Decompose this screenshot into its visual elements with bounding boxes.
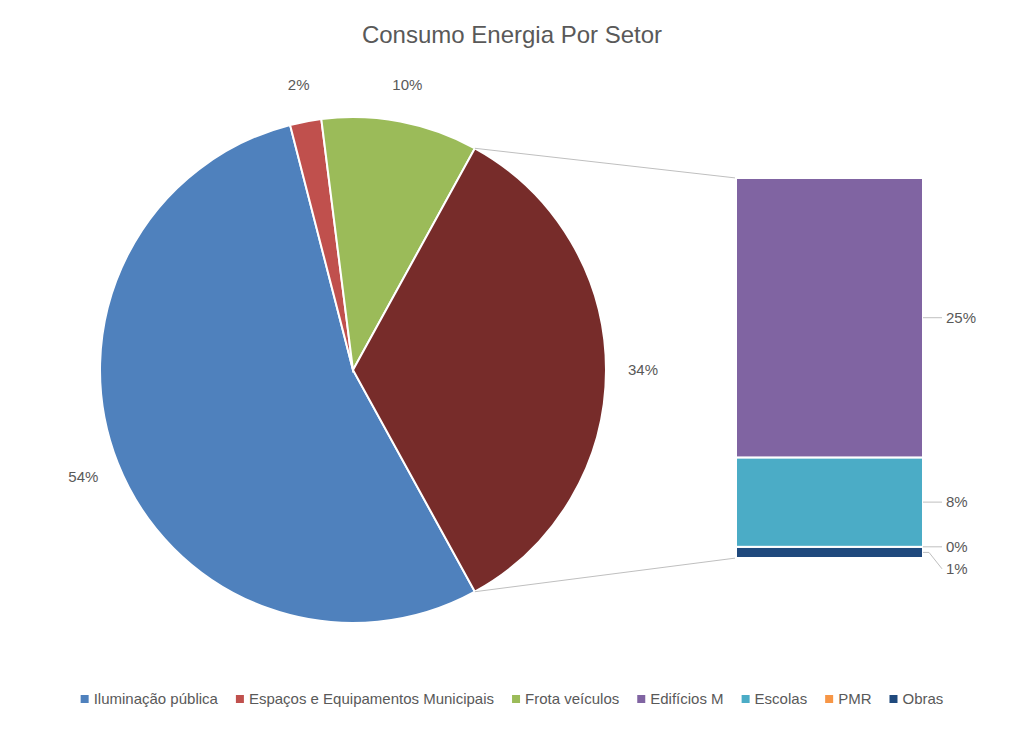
legend-item: Escolas (742, 690, 808, 707)
legend-item: Iluminação pública (81, 690, 219, 707)
legend-label: Frota veículos (525, 690, 619, 707)
data-label: 54% (68, 468, 98, 485)
legend-item: Edifícios M (637, 690, 723, 707)
connector-line (475, 558, 736, 592)
legend-label: Edifícios M (650, 690, 723, 707)
legend-label: Escolas (755, 690, 808, 707)
bar-segment (736, 178, 923, 457)
title: Consumo Energia Por Setor (362, 21, 662, 48)
legend-item: Frota veículos (512, 690, 619, 707)
bar-segment (736, 547, 923, 558)
pie-slice (353, 148, 606, 591)
bar-segment (736, 457, 923, 546)
data-label: 10% (392, 76, 422, 93)
data-label: 25% (946, 309, 976, 326)
chart: Consumo Energia Por Setor 54% 2% 10% 34% 25% 8… (0, 0, 1024, 729)
legend-marker (889, 695, 897, 703)
legend-label: Espaços e Equipamentos Municipais (249, 690, 494, 707)
legend-marker (512, 695, 520, 703)
data-label: 34% (628, 361, 658, 378)
background (0, 0, 1024, 729)
leader-line (923, 317, 942, 318)
legend-label: Iluminação pública (94, 690, 219, 707)
legend-item: Espaços e Equipamentos Municipais (236, 690, 494, 707)
legend-marker (637, 695, 645, 703)
leader-line (923, 502, 942, 503)
legend-marker (81, 695, 89, 703)
legend-marker (742, 695, 750, 703)
legend-item: PMR (825, 690, 872, 707)
legend: Iluminação pública Espaços e Equipamentos… (81, 690, 944, 707)
data-label: 1% (946, 560, 968, 577)
pie (100, 117, 606, 623)
legend-label: PMR (838, 690, 872, 707)
legend-marker (236, 695, 244, 703)
legend-item: Obras (889, 690, 943, 707)
leader-line (923, 546, 942, 547)
data-label: 8% (946, 493, 968, 510)
data-label: 0% (946, 538, 968, 555)
data-label: 2% (288, 76, 310, 93)
legend-marker (825, 695, 833, 703)
legend-label: Obras (902, 690, 943, 707)
leader-line (923, 552, 942, 568)
connector-line (475, 148, 736, 178)
breakdown-bar (736, 178, 923, 558)
